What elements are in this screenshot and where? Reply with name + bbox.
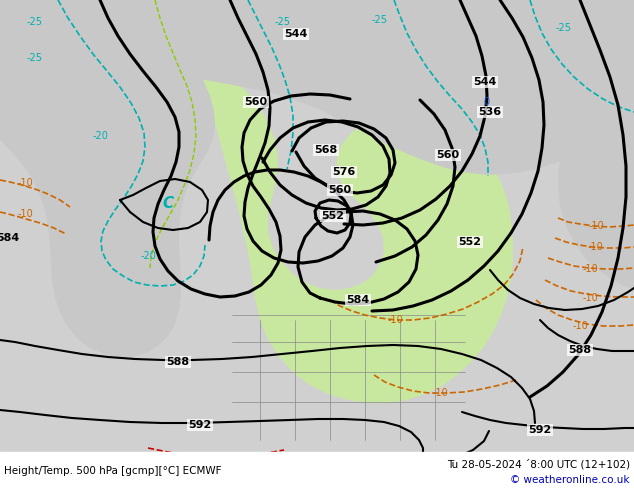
Text: Tu 28-05-2024 ´8:00 UTC (12+102): Tu 28-05-2024 ´8:00 UTC (12+102) — [447, 459, 630, 469]
Text: 544: 544 — [474, 77, 496, 87]
Text: 596: 596 — [378, 465, 402, 475]
Text: 576: 576 — [332, 167, 356, 177]
Text: -20: -20 — [140, 251, 156, 261]
Text: C: C — [162, 196, 174, 212]
Text: 588: 588 — [569, 345, 592, 355]
Text: 560: 560 — [328, 185, 352, 195]
Text: 0: 0 — [483, 97, 489, 107]
Text: -25: -25 — [556, 23, 572, 33]
Text: -25: -25 — [372, 15, 388, 25]
Text: -10: -10 — [587, 242, 603, 252]
Text: -10: -10 — [582, 293, 598, 303]
Text: 552: 552 — [321, 211, 344, 221]
Text: -25: -25 — [275, 17, 291, 27]
Text: -5: -5 — [157, 473, 167, 483]
Text: 560: 560 — [436, 150, 460, 160]
Text: -25: -25 — [27, 53, 43, 63]
Polygon shape — [0, 0, 215, 357]
Polygon shape — [185, 30, 513, 403]
Text: -10: -10 — [387, 315, 403, 325]
Text: 588: 588 — [167, 357, 190, 367]
Text: 560: 560 — [245, 97, 268, 107]
Text: -10: -10 — [582, 264, 598, 274]
Text: © weatheronline.co.uk: © weatheronline.co.uk — [510, 475, 630, 485]
Text: 584: 584 — [0, 233, 20, 243]
Polygon shape — [558, 0, 634, 290]
Text: -10: -10 — [17, 178, 33, 188]
Text: 592: 592 — [528, 425, 552, 435]
Text: 536: 536 — [479, 107, 501, 117]
Text: Height/Temp. 500 hPa [gcmp][°C] ECMWF: Height/Temp. 500 hPa [gcmp][°C] ECMWF — [4, 466, 221, 476]
Text: -25: -25 — [27, 17, 43, 27]
Text: -5: -5 — [45, 456, 55, 466]
Text: -10: -10 — [17, 209, 33, 219]
Text: 592: 592 — [188, 420, 212, 430]
Text: -10: -10 — [572, 321, 588, 331]
Text: -5: -5 — [205, 452, 215, 462]
Text: -20: -20 — [92, 131, 108, 141]
Bar — [0, 452, 634, 490]
Polygon shape — [0, 0, 634, 175]
Text: 552: 552 — [458, 237, 481, 247]
Text: -10: -10 — [432, 388, 448, 398]
Text: 568: 568 — [314, 145, 338, 155]
Text: -10: -10 — [588, 221, 604, 231]
Text: 544: 544 — [284, 29, 307, 39]
Text: 584: 584 — [346, 295, 370, 305]
